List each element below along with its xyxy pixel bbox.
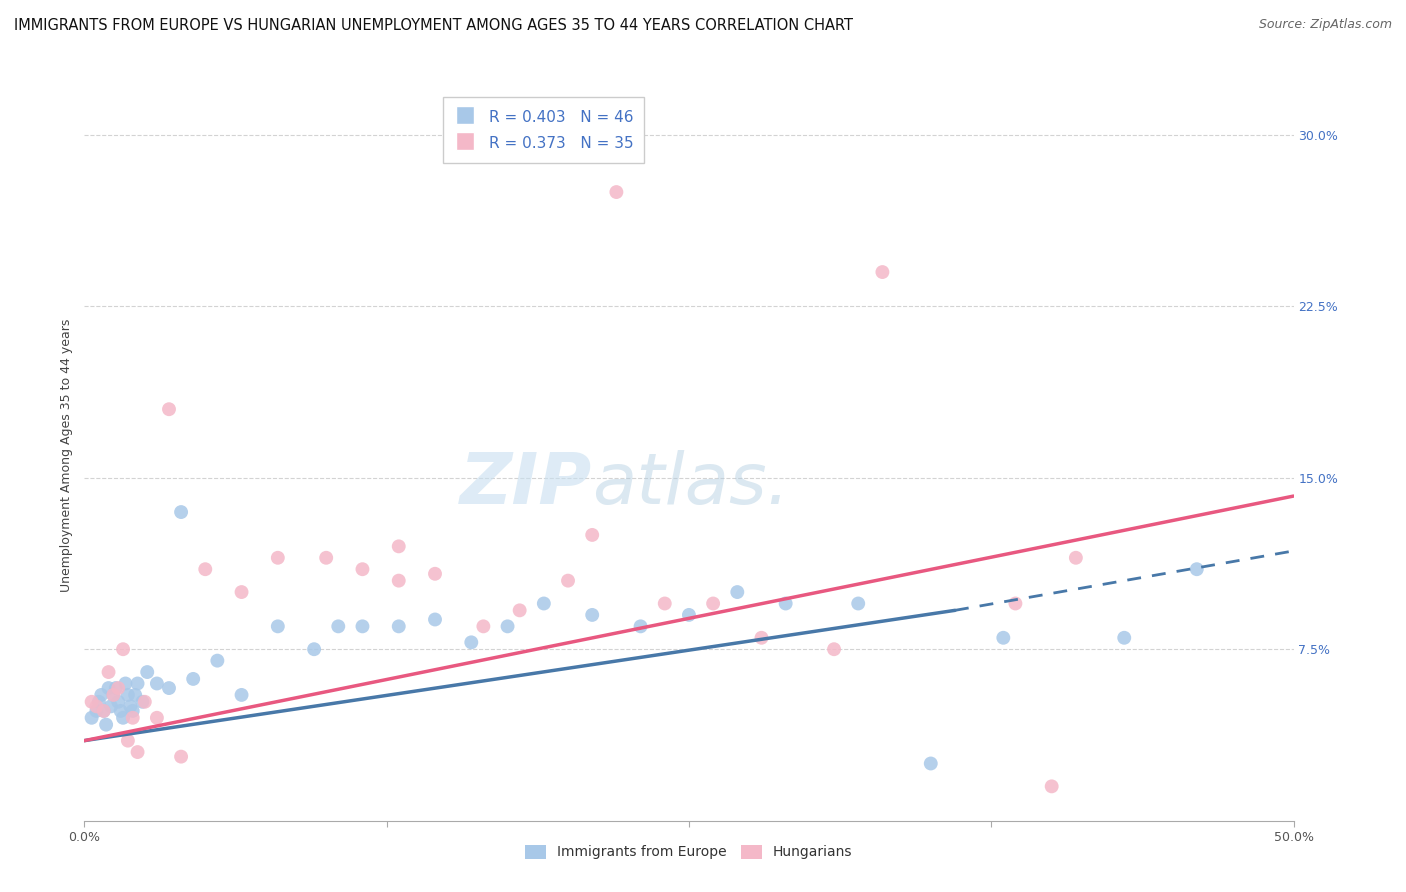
- Point: [872, 265, 894, 279]
- Point: [87, 695, 110, 709]
- Point: [127, 676, 149, 690]
- Legend: Immigrants from Europe, Hungarians: Immigrants from Europe, Hungarians: [520, 839, 858, 865]
- Point: [131, 695, 153, 709]
- Point: [267, 619, 290, 633]
- Point: [86, 699, 108, 714]
- Point: [352, 619, 374, 633]
- Point: [460, 635, 482, 649]
- Point: [993, 631, 1015, 645]
- Point: [1040, 780, 1063, 794]
- Point: [134, 695, 156, 709]
- Point: [207, 654, 229, 668]
- Point: [302, 642, 325, 657]
- Point: [1185, 562, 1208, 576]
- Point: [136, 665, 159, 679]
- Text: ZIP: ZIP: [460, 450, 592, 518]
- Point: [423, 566, 446, 581]
- Point: [94, 717, 117, 731]
- Point: [581, 528, 603, 542]
- Point: [157, 402, 180, 417]
- Text: atlas.: atlas.: [592, 450, 790, 518]
- Point: [120, 699, 142, 714]
- Point: [90, 688, 112, 702]
- Point: [114, 676, 136, 690]
- Point: [388, 574, 411, 588]
- Point: [117, 733, 139, 747]
- Point: [124, 688, 146, 702]
- Point: [388, 539, 411, 553]
- Point: [423, 612, 446, 626]
- Point: [581, 607, 603, 622]
- Point: [630, 619, 652, 633]
- Point: [103, 688, 125, 702]
- Point: [104, 681, 127, 695]
- Point: [97, 681, 120, 695]
- Point: [170, 505, 193, 519]
- Point: [110, 704, 132, 718]
- Point: [1004, 597, 1026, 611]
- Point: [121, 711, 143, 725]
- Point: [509, 603, 531, 617]
- Text: IMMIGRANTS FROM EUROPE VS HUNGARIAN UNEMPLOYMENT AMONG AGES 35 TO 44 YEARS CORRE: IMMIGRANTS FROM EUROPE VS HUNGARIAN UNEM…: [14, 18, 853, 33]
- Point: [1064, 550, 1087, 565]
- Point: [1114, 631, 1136, 645]
- Point: [533, 597, 555, 611]
- Point: [170, 749, 193, 764]
- Point: [112, 642, 135, 657]
- Point: [121, 704, 143, 718]
- Point: [103, 688, 125, 702]
- Point: [80, 695, 103, 709]
- Point: [127, 745, 149, 759]
- Point: [388, 619, 411, 633]
- Point: [605, 185, 627, 199]
- Point: [352, 562, 374, 576]
- Point: [80, 711, 103, 725]
- Y-axis label: Unemployment Among Ages 35 to 44 years: Unemployment Among Ages 35 to 44 years: [60, 318, 73, 591]
- Point: [194, 562, 217, 576]
- Text: Source: ZipAtlas.com: Source: ZipAtlas.com: [1258, 18, 1392, 31]
- Point: [146, 711, 169, 725]
- Point: [93, 704, 115, 718]
- Point: [654, 597, 676, 611]
- Point: [751, 631, 773, 645]
- Point: [231, 688, 253, 702]
- Point: [472, 619, 495, 633]
- Point: [775, 597, 797, 611]
- Point: [146, 676, 169, 690]
- Point: [725, 585, 748, 599]
- Point: [100, 699, 122, 714]
- Point: [117, 688, 139, 702]
- Point: [231, 585, 253, 599]
- Point: [97, 665, 120, 679]
- Point: [702, 597, 724, 611]
- Point: [496, 619, 519, 633]
- Point: [920, 756, 942, 771]
- Point: [328, 619, 350, 633]
- Point: [823, 642, 845, 657]
- Point: [678, 607, 700, 622]
- Point: [846, 597, 869, 611]
- Point: [86, 704, 108, 718]
- Point: [157, 681, 180, 695]
- Point: [112, 711, 135, 725]
- Point: [107, 681, 129, 695]
- Point: [181, 672, 204, 686]
- Point: [557, 574, 579, 588]
- Point: [107, 695, 129, 709]
- Point: [267, 550, 290, 565]
- Point: [93, 704, 115, 718]
- Point: [315, 550, 337, 565]
